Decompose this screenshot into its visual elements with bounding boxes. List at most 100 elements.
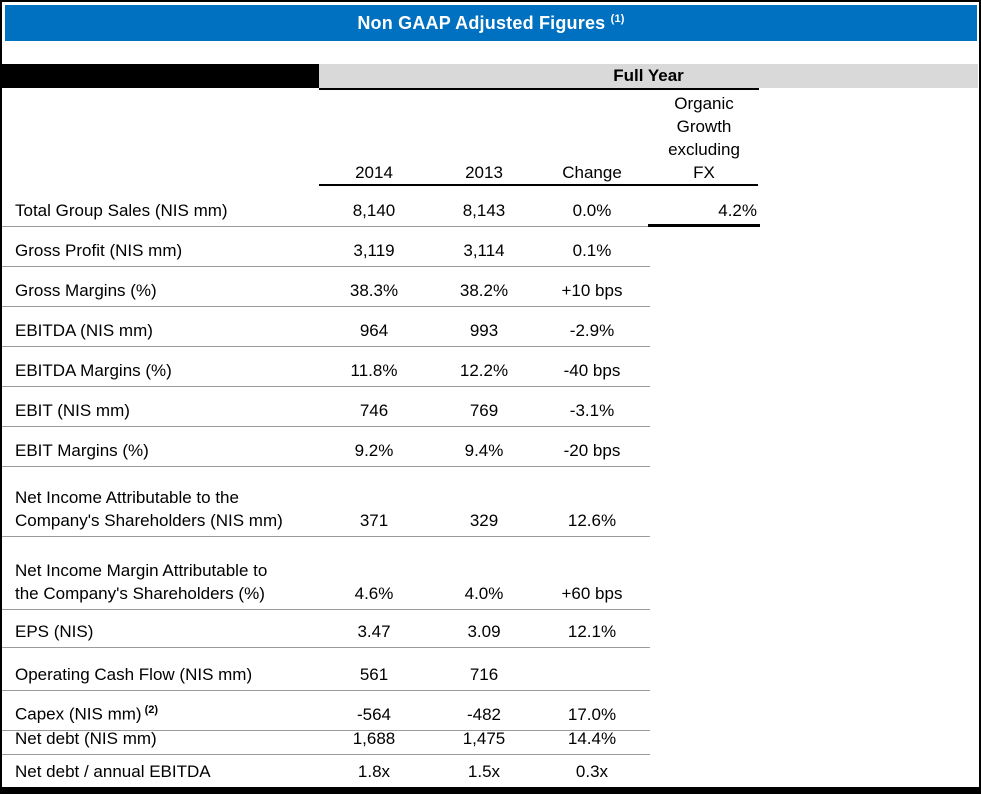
row-label-footnote-marker: (2): [141, 704, 159, 717]
cell-2014: 1.8x: [357, 762, 391, 781]
row-separator-line: [2, 730, 650, 731]
cell-change: 17.0%: [567, 705, 617, 724]
row-separator-line: [2, 690, 650, 691]
table-row: Capex (NIS mm) (2) -564 -482 17.0%: [0, 691, 981, 731]
period-underline: [319, 88, 759, 90]
cell-2013: 9.4%: [464, 441, 504, 460]
cell-2014: 11.8%: [350, 361, 398, 380]
table-rows: Total Group Sales (NIS mm) 8,140 8,143 0…: [0, 186, 981, 788]
organic-header-line-4: FX: [693, 163, 715, 182]
cell-2013: 38.2%: [459, 281, 509, 300]
table-row: Net debt / annual EBITDA 1.8x 1.5x 0.3x: [0, 755, 981, 788]
cell-2013: 3,114: [463, 241, 505, 260]
period-header-label: Full Year: [613, 66, 684, 85]
cell-2013: 1,475: [462, 729, 506, 748]
row-label: Net debt / annual EBITDA: [15, 762, 211, 781]
cell-change: -3.1%: [569, 401, 615, 420]
row-label: Operating Cash Flow (NIS mm): [15, 665, 253, 684]
row-label: Gross Profit (NIS mm): [15, 241, 183, 260]
row-label: EBIT Margins (%): [15, 441, 149, 460]
cell-2013: 12.2%: [459, 361, 509, 380]
cell-change: 0.3x: [575, 762, 609, 781]
cell-change: 0.0%: [572, 201, 612, 220]
cell-2013: 329: [469, 511, 499, 530]
period-header-bar: Full Year: [319, 64, 978, 88]
row-label: EBITDA (NIS mm): [15, 321, 153, 340]
row-separator-line: [2, 647, 650, 648]
window-border-right: [979, 0, 981, 794]
table-row: EBITDA (NIS mm) 964 993 -2.9%: [0, 307, 981, 347]
cell-2014: 746: [359, 401, 389, 420]
cell-2013: 3.09: [467, 622, 501, 641]
cell-2014: 3.47: [357, 622, 391, 641]
title-bar: Non GAAP Adjusted Figures (1): [5, 5, 977, 41]
organic-header-line-3: excluding: [668, 140, 740, 159]
table-row: Net Income Margin Attributable to the Com…: [0, 537, 981, 610]
cell-2013: 769: [469, 401, 499, 420]
cell-organic: 4.2%: [648, 199, 760, 227]
cell-2014: 8,140: [352, 201, 396, 220]
cell-change: 12.1%: [567, 622, 617, 641]
column-header-organic-growth: Organic Growth excluding FX: [648, 92, 760, 184]
column-header-change: Change: [562, 163, 622, 182]
table-row: EPS (NIS) 3.47 3.09 12.1%: [0, 610, 981, 648]
column-header-2014: 2014: [355, 163, 393, 182]
window-border-left: [0, 0, 2, 794]
table-row: EBITDA Margins (%) 11.8% 12.2% -40 bps: [0, 347, 981, 387]
table-row: Net Income Attributable to the Company's …: [0, 467, 981, 537]
table-row: Operating Cash Flow (NIS mm) 561 716: [0, 648, 981, 691]
cell-2014: 9.2%: [354, 441, 394, 460]
cell-2013: 4.0%: [464, 584, 504, 603]
row-separator-line: [2, 754, 650, 755]
row-separator-line: [2, 266, 650, 267]
cell-2014: 371: [359, 511, 389, 530]
organic-header-line-2: Growth: [676, 117, 732, 136]
row-label: Net Income Attributable to the Company's …: [15, 488, 283, 530]
row-label: EBITDA Margins (%): [15, 361, 172, 380]
column-header-underline: [319, 184, 758, 186]
cell-change: -20 bps: [563, 441, 621, 460]
table-row: EBIT (NIS mm) 746 769 -3.1%: [0, 387, 981, 427]
row-separator-line: [2, 536, 650, 537]
row-label: Gross Margins (%): [15, 281, 157, 300]
row-separator-line: [2, 386, 650, 387]
row-separator-line: [2, 466, 650, 467]
cell-2014: 38.3%: [349, 281, 399, 300]
cell-2013: -482: [466, 705, 502, 724]
row-separator-line: [2, 609, 650, 610]
column-header-2013: 2013: [465, 163, 503, 182]
row-separator-line: [2, 226, 650, 227]
table-row: EBIT Margins (%) 9.2% 9.4% -20 bps: [0, 427, 981, 467]
cell-change: +60 bps: [561, 584, 623, 603]
row-separator-line: [2, 426, 650, 427]
window-border-top: [0, 0, 981, 2]
row-label: Net Income Margin Attributable to the Com…: [15, 561, 268, 603]
cell-2014: 561: [359, 665, 389, 684]
cell-2013: 1.5x: [467, 762, 501, 781]
row-label: EBIT (NIS mm): [15, 401, 130, 420]
cell-2013: 8,143: [462, 201, 506, 220]
cell-change: 12.6%: [567, 511, 617, 530]
row-separator-line: [2, 306, 650, 307]
table-row: Gross Profit (NIS mm) 3,119 3,114 0.1%: [0, 227, 981, 267]
cell-2013: 716: [469, 665, 499, 684]
page-title-text: Non GAAP Adjusted Figures: [357, 12, 606, 33]
page-title-footnote-marker: (1): [610, 12, 625, 25]
cell-2014: 3,119: [353, 241, 395, 260]
table-row: Net debt (NIS mm) 1,688 1,475 14.4%: [0, 729, 981, 755]
cell-2014: 964: [359, 321, 389, 340]
cell-change: -40 bps: [563, 361, 621, 380]
page-title: Non GAAP Adjusted Figures (1): [357, 13, 624, 34]
table-row: Total Group Sales (NIS mm) 8,140 8,143 0…: [0, 186, 981, 227]
cell-change: 14.4%: [567, 729, 617, 748]
cell-2014: 4.6%: [354, 584, 394, 603]
cell-2014: -564: [356, 705, 392, 724]
cell-change: 0.1%: [572, 241, 612, 260]
period-black-bar: [2, 64, 319, 88]
window-border-bottom: [0, 787, 981, 794]
row-label: Total Group Sales (NIS mm): [15, 201, 228, 220]
organic-header-line-1: Organic: [674, 94, 734, 113]
row-label: Capex (NIS mm) (2): [15, 704, 159, 724]
cell-change: +10 bps: [561, 281, 623, 300]
